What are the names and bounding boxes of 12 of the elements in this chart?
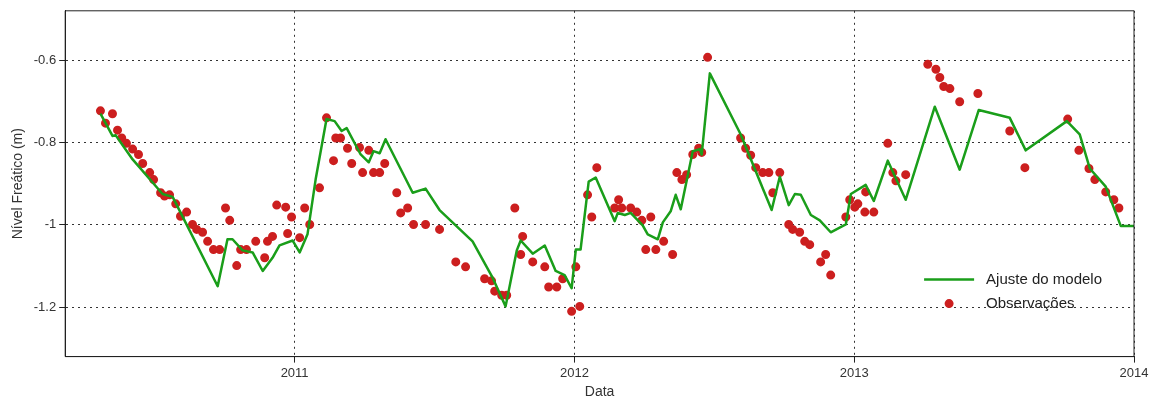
legend-label: Observações xyxy=(986,293,1075,311)
x-axis-title: Data xyxy=(584,383,615,400)
y-axis-title: Nível Freático (m) xyxy=(9,128,26,240)
x-tick-label: 2013 xyxy=(839,364,869,380)
y-tick-label: -1.2 xyxy=(33,298,57,314)
x-tick-label: 2011 xyxy=(280,364,309,380)
y-tick-label: -0.6 xyxy=(33,51,57,67)
legend-label: Ajuste do modelo xyxy=(986,269,1102,287)
x-tick-label: 2012 xyxy=(559,364,589,380)
y-tick-label: -1 xyxy=(44,216,57,232)
x-tick-label: 2014 xyxy=(1119,364,1149,380)
y-tick-label: -0.8 xyxy=(33,134,57,150)
